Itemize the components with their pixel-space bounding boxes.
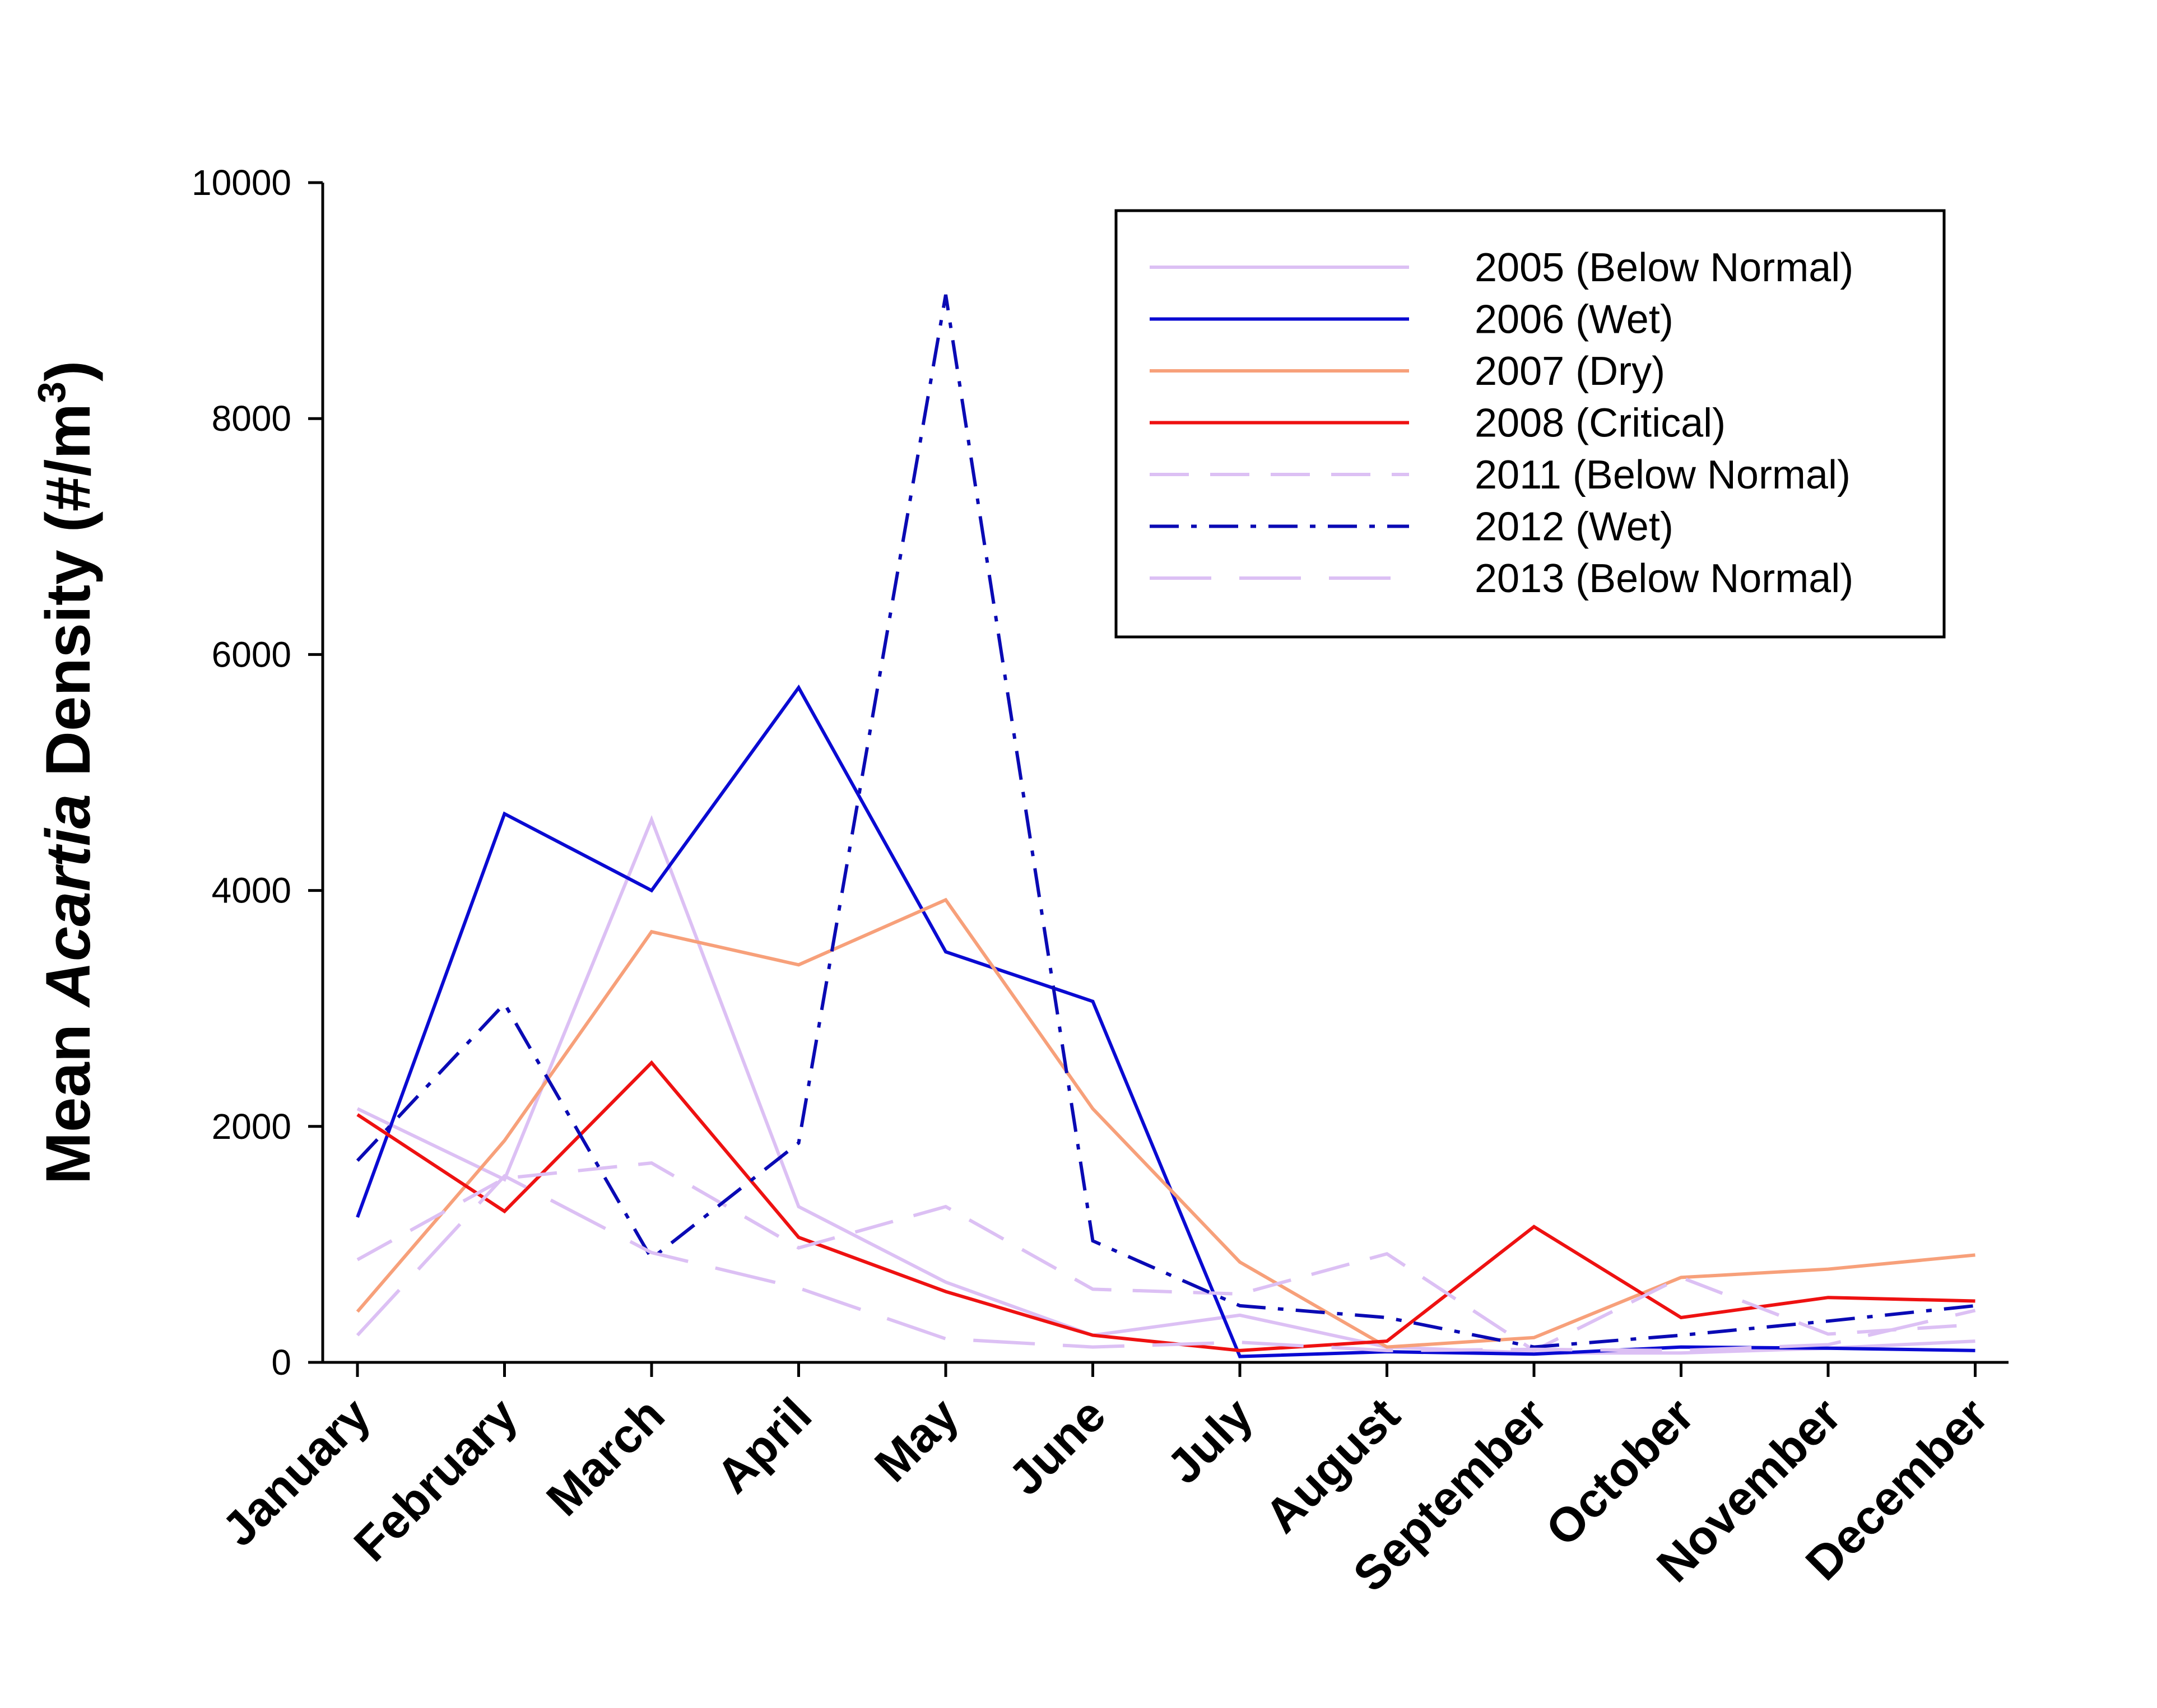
legend-label: 2006 (Wet) (1475, 297, 1673, 342)
legend-label: 2005 (Below Normal) (1475, 245, 1853, 290)
legend-label: 2011 (Below Normal) (1475, 453, 1851, 497)
legend-label: 2007 (Dry) (1475, 349, 1665, 394)
legend-label: 2012 (Wet) (1475, 505, 1673, 550)
y-tick-label: 4000 (212, 871, 291, 911)
y-axis-title-pre: Mean (33, 1007, 103, 1184)
series-line-6 (356, 1174, 1976, 1352)
y-axis-title-post: Density (#/m (33, 403, 103, 794)
legend-label: 2013 (Below Normal) (1475, 556, 1853, 601)
series-line-4 (356, 1161, 1975, 1353)
legend: 2005 (Below Normal) 2006 (Wet) 2007 (Dry) 2… (1114, 209, 1946, 639)
y-axis-title: Mean Acartia Density (#/m3) (30, 361, 103, 1185)
series-layer (356, 294, 1976, 1358)
series-line-3 (356, 1060, 1975, 1352)
y-axis-title-close: ) (33, 361, 103, 381)
series-line-1 (356, 684, 1975, 1358)
y-tick-label: 8000 (212, 398, 291, 439)
y-tick-label: 0 (271, 1342, 291, 1383)
y-tick-label: 2000 (212, 1106, 291, 1147)
legend-label: 2008 (Critical) (1475, 401, 1726, 446)
series-line-5 (356, 294, 1975, 1349)
y-tick-label: 10000 (192, 162, 291, 203)
y-tick-label: 6000 (212, 634, 291, 674)
y-axis: 0 2000 4000 6000 8000 10000 (192, 162, 324, 1383)
series-line-0 (356, 815, 1975, 1355)
y-axis-title-sup: 3 (30, 381, 73, 403)
y-axis-title-italic: Acartia (33, 794, 103, 1008)
series-line-2 (356, 897, 1975, 1349)
